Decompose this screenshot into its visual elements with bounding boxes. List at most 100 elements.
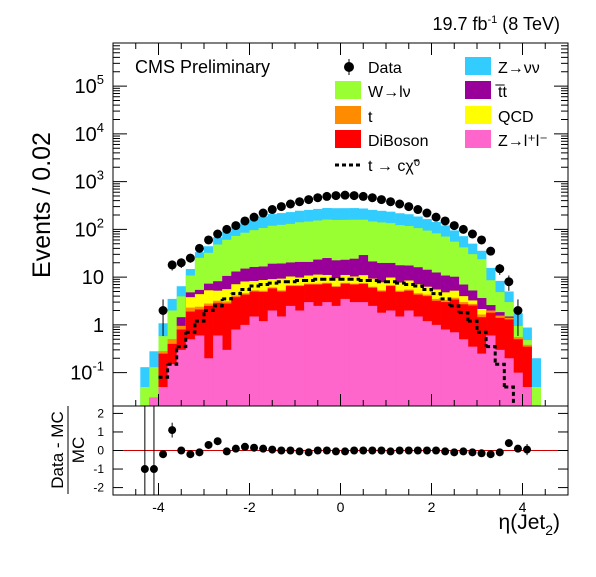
data-point bbox=[240, 216, 250, 226]
stack-bin bbox=[495, 349, 505, 406]
y-tick-label-exponent: 3 bbox=[97, 168, 104, 183]
stack-bin bbox=[531, 386, 541, 406]
ratio-point bbox=[486, 450, 495, 459]
ratio-point bbox=[313, 446, 322, 455]
data-point bbox=[276, 202, 286, 212]
ratio-point bbox=[404, 446, 413, 455]
stack-bin bbox=[304, 302, 314, 406]
data-point bbox=[367, 193, 377, 203]
stack-bin bbox=[531, 358, 541, 406]
legend: Data Z→νν W→lν t̅t t QCD DiBoson Z→l⁺l⁻ t → cχ̃⁰ bbox=[335, 57, 548, 175]
stack-bin bbox=[313, 305, 323, 406]
data-point bbox=[167, 260, 177, 270]
ratio-point bbox=[195, 448, 204, 457]
stack-bin bbox=[167, 364, 177, 406]
stack-bin bbox=[431, 324, 441, 406]
data-point bbox=[340, 190, 350, 200]
stack-bin bbox=[367, 305, 378, 406]
ratio-point bbox=[368, 446, 377, 455]
data-point bbox=[313, 193, 323, 203]
ratio-point bbox=[495, 448, 504, 457]
ratio-point bbox=[304, 448, 313, 457]
stacked-histograms bbox=[140, 208, 541, 406]
ratio-y-tick-label: 0 bbox=[97, 444, 104, 458]
data-point bbox=[249, 212, 259, 222]
data-point bbox=[185, 253, 195, 263]
data-point bbox=[295, 197, 305, 207]
legend-entry: DiBoson bbox=[335, 130, 428, 150]
ratio-point bbox=[149, 465, 158, 474]
ratio-y-label-numerator: Data - MC bbox=[48, 411, 67, 488]
legend-entry: W→lν bbox=[335, 81, 411, 101]
y-tick-label-base: 10 bbox=[70, 363, 92, 385]
stack-bin bbox=[222, 349, 232, 406]
stack-z-l-l- bbox=[149, 298, 532, 406]
y-tick-label: 104 bbox=[75, 120, 104, 146]
ratio-point bbox=[359, 446, 368, 455]
stack-bin bbox=[185, 339, 196, 406]
data-point bbox=[176, 258, 186, 268]
ratio-point bbox=[341, 447, 350, 456]
legend-swatch bbox=[335, 106, 361, 124]
legend-label: Z→l⁺l⁻ bbox=[498, 133, 548, 150]
stack-bin bbox=[422, 321, 432, 406]
data-point bbox=[458, 224, 468, 234]
stack-bin bbox=[285, 305, 296, 406]
ratio-point bbox=[277, 446, 286, 455]
y-tick-label-base: 10 bbox=[75, 76, 97, 98]
x-tick-label: -2 bbox=[243, 499, 256, 515]
stack-bin bbox=[149, 367, 159, 406]
stack-bin bbox=[267, 310, 278, 406]
legend-swatch bbox=[465, 106, 491, 124]
legend-label: t̅t bbox=[495, 84, 507, 101]
ratio-y-tick-label: -2 bbox=[93, 481, 104, 495]
legend-label: t bbox=[368, 109, 373, 126]
data-points bbox=[158, 190, 523, 336]
data-point bbox=[467, 229, 477, 239]
data-point bbox=[422, 208, 432, 218]
ratio-point bbox=[441, 447, 450, 456]
data-point bbox=[285, 199, 295, 209]
stack-bin bbox=[413, 316, 423, 406]
legend-label: t → cχ̃⁰ bbox=[368, 158, 420, 175]
data-point bbox=[395, 199, 405, 209]
ratio-point bbox=[322, 446, 331, 455]
data-point bbox=[349, 191, 359, 201]
y-tick-label-exponent: 4 bbox=[97, 120, 104, 135]
data-point bbox=[322, 191, 332, 201]
stack-bin bbox=[386, 310, 396, 406]
stack-bin bbox=[240, 324, 250, 406]
stack-bin bbox=[477, 353, 487, 406]
y-tick-label-base: 10 bbox=[75, 124, 97, 146]
stack-bin bbox=[213, 335, 223, 406]
stack-bin bbox=[140, 386, 150, 406]
ratio-point bbox=[177, 446, 186, 455]
y-tick-label: 1 bbox=[93, 315, 104, 337]
stack-bin bbox=[449, 332, 460, 406]
ratio-x-ticks: -4 -2 0 2 4 bbox=[112, 483, 569, 515]
stack-bin bbox=[349, 302, 359, 406]
stack-bin bbox=[522, 346, 532, 406]
ratio-point bbox=[168, 426, 177, 435]
ratio-point bbox=[213, 437, 222, 446]
stack-bin bbox=[140, 367, 150, 406]
y-tick-label-exponent: -1 bbox=[92, 359, 104, 374]
lumi-label: 19.7 fb-1 (8 TeV) bbox=[432, 14, 560, 34]
legend-label: Data bbox=[368, 60, 402, 77]
ratio-point bbox=[159, 450, 168, 459]
ratio-point bbox=[240, 442, 249, 451]
stack-bin bbox=[440, 329, 450, 406]
ratio-point bbox=[231, 444, 240, 453]
ratio-point bbox=[259, 444, 268, 453]
ratio-point bbox=[250, 443, 259, 452]
ratio-point bbox=[513, 444, 522, 453]
stack-bin bbox=[149, 397, 159, 406]
data-point bbox=[486, 246, 496, 256]
data-point bbox=[267, 205, 277, 215]
legend-label: QCD bbox=[498, 109, 534, 126]
x-tick-label: 2 bbox=[428, 499, 436, 515]
ratio-point bbox=[350, 446, 359, 455]
legend-entry: t → cχ̃⁰ bbox=[335, 158, 420, 175]
